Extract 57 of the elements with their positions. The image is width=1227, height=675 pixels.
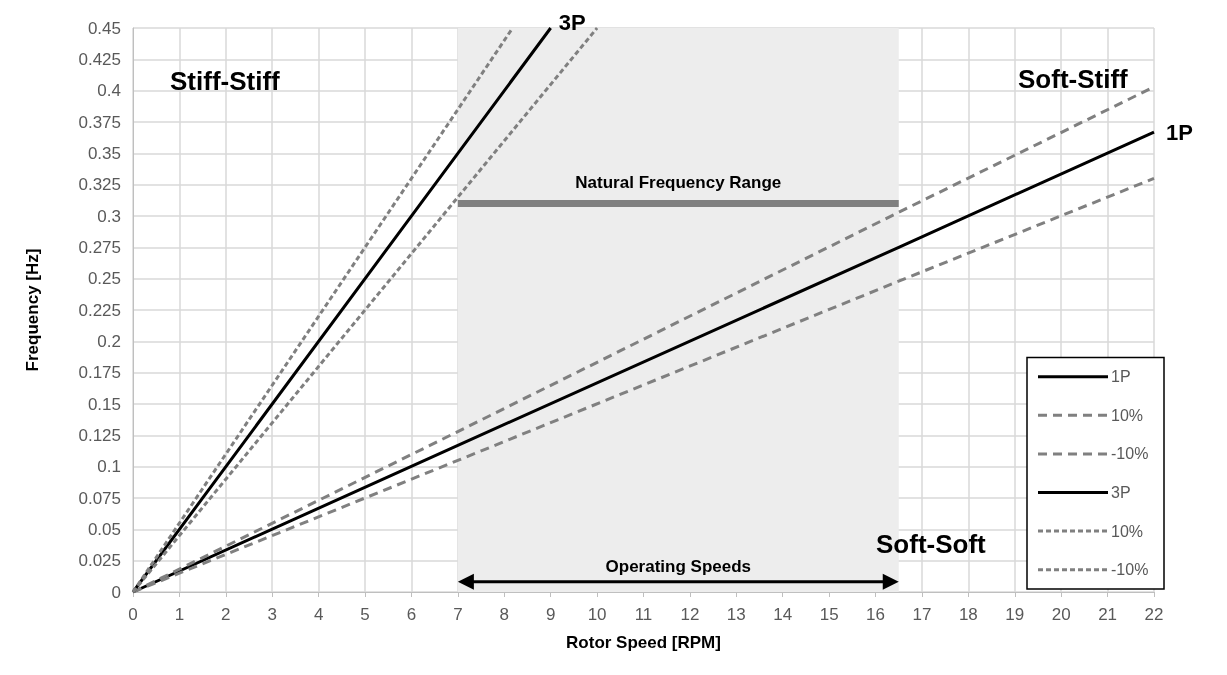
- annotation: Soft-Soft: [876, 529, 987, 559]
- y-tick-label: 0.125: [78, 425, 121, 445]
- x-tick-label: 3: [267, 605, 277, 624]
- y-tick-label: 0.25: [87, 269, 121, 289]
- x-tick-label: 13: [726, 605, 746, 624]
- annotation: Natural Frequency Range: [575, 173, 782, 193]
- x-tick-label: 0: [128, 605, 138, 624]
- x-tick-label: 17: [912, 605, 932, 624]
- legend-label: 1P: [1111, 368, 1131, 386]
- x-tick-label: 22: [1144, 605, 1164, 624]
- y-tick-label: 0.375: [78, 112, 121, 132]
- y-tick-label: 0.225: [78, 300, 121, 320]
- band-label: Operating Speeds: [605, 556, 752, 576]
- x-tick-label: 21: [1098, 605, 1118, 624]
- y-tick-label: 0.2: [97, 331, 121, 351]
- text: 3P: [558, 9, 586, 35]
- x-tick-label: 19: [1005, 605, 1025, 624]
- y-tick-label: 0.275: [78, 237, 121, 257]
- y-tick-label: 0.425: [78, 49, 121, 69]
- legend-label: 10%: [1111, 522, 1144, 540]
- y-tick-label: 0.05: [87, 519, 121, 539]
- annotation: Stiff-Stiff: [170, 66, 281, 96]
- x-tick-label: 6: [406, 605, 417, 624]
- x-tick-label: 10: [587, 605, 607, 624]
- y-tick-label: 0.15: [87, 394, 121, 414]
- y-tick-label: 0.45: [87, 18, 121, 38]
- x-tick-label: 8: [499, 605, 510, 624]
- x-tick-label: 5: [360, 605, 370, 624]
- y-tick-label: 0.175: [78, 363, 121, 383]
- text: 1P: [1166, 119, 1193, 145]
- y-axis-title: Frequency [Hz]: [23, 248, 42, 372]
- legend-label: -10%: [1111, 561, 1149, 579]
- x-tick-label: 12: [680, 605, 700, 624]
- legend-label: 10%: [1111, 406, 1144, 424]
- x-axis-title: Rotor Speed [RPM]: [566, 633, 721, 652]
- x-tick-label: 18: [958, 605, 978, 624]
- y-tick-label: 0.3: [97, 206, 121, 226]
- x-tick-label: 16: [866, 605, 886, 624]
- y-tick-label: 0.1: [97, 457, 121, 477]
- x-tick-label: 20: [1051, 605, 1071, 624]
- x-tick-label: 9: [545, 605, 556, 624]
- y-tick-label: 0.075: [78, 488, 121, 508]
- x-tick-label: 2: [221, 605, 231, 624]
- legend-label: -10%: [1111, 445, 1149, 463]
- annotation: Soft-Stiff: [1018, 64, 1129, 94]
- x-tick-label: 15: [819, 605, 839, 624]
- x-tick-label: 11: [634, 605, 653, 624]
- x-tick-label: 14: [773, 605, 793, 624]
- x-tick-label: 7: [453, 605, 463, 624]
- y-tick-label: 0.35: [87, 143, 121, 163]
- x-tick-label: 1: [174, 605, 185, 624]
- legend-label: 3P: [1111, 484, 1131, 501]
- x-tick-label: 4: [313, 605, 324, 624]
- y-tick-label: 0: [111, 582, 121, 602]
- y-tick-label: 0.325: [78, 175, 121, 195]
- y-tick-label: 0.025: [78, 551, 121, 571]
- y-tick-label: 0.4: [97, 81, 121, 101]
